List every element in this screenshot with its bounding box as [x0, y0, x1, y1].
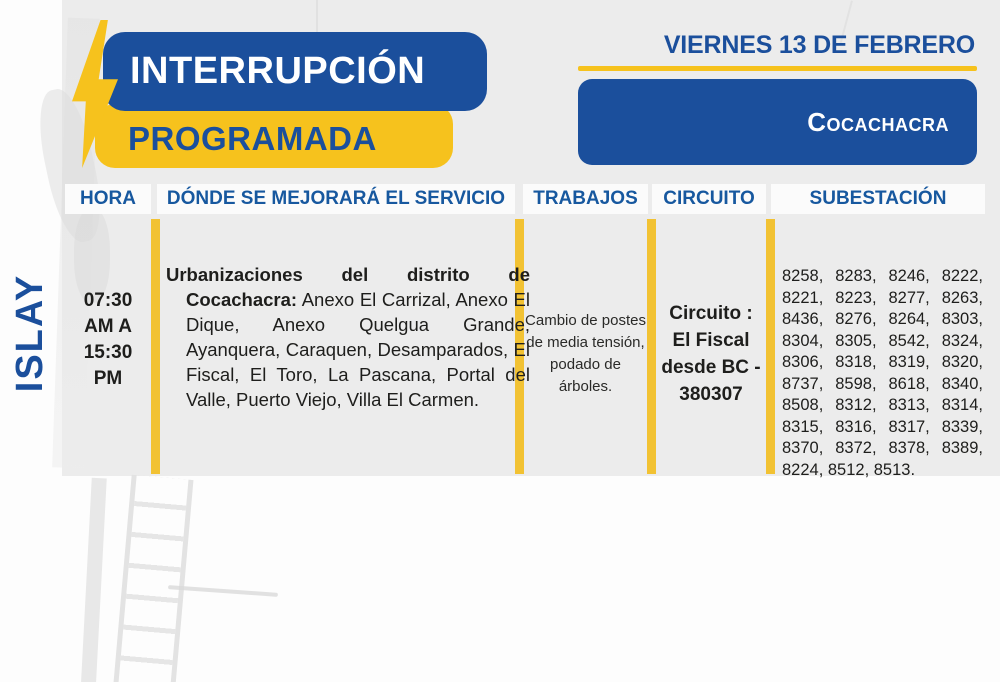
background-photo-worker-detail	[74, 208, 110, 303]
column-header-circuito: CIRCUITO	[652, 184, 766, 214]
title-banner-primary: INTERRUPCIÓN	[103, 32, 487, 111]
background-photo-pole-bottom	[80, 477, 107, 682]
cell-donde-detail: Anexo El Carrizal, Anexo El Dique, Anexo…	[186, 289, 530, 410]
column-separator	[515, 219, 524, 474]
column-header-hora: HORA	[65, 184, 151, 214]
column-header-subestacion: SUBESTACIÓN	[771, 184, 985, 214]
column-header-trabajos: TRABAJOS	[523, 184, 648, 214]
column-separator	[766, 219, 775, 474]
column-header-donde: DÓNDE SE MEJORARÁ EL SERVICIO	[157, 184, 515, 214]
date-underline	[578, 66, 977, 71]
cell-circuito: Circuito : El Fiscal desde BC - 380307	[661, 303, 761, 405]
district-banner: Cocachacra	[578, 79, 977, 165]
background-photo-ladder	[112, 474, 194, 682]
title-interrupcion: INTERRUPCIÓN	[130, 50, 426, 92]
title-banner-secondary: PROGRAMADA	[95, 104, 453, 168]
outage-date: VIERNES 13 DE FEBRERO	[663, 31, 975, 59]
column-separator	[647, 219, 656, 474]
cell-donde: Urbanizaciones del distrito de Cocachacr…	[166, 262, 530, 412]
background-photo-wire	[167, 585, 279, 597]
cell-trabajos: Cambio de postes de media tensión, podad…	[525, 312, 646, 395]
cell-donde-intro: Urbanizaciones del distrito de Cocachacr…	[166, 264, 530, 310]
cell-subestacion: 8258, 8283, 8246, 8222, 8221, 8223, 8277…	[782, 267, 983, 479]
district-name: Cocachacra	[807, 106, 949, 137]
region-label: ISLAY	[8, 273, 51, 393]
cell-hora: 07:30 AM A 15:30 PM	[83, 290, 133, 389]
title-programada: PROGRAMADA	[128, 120, 377, 157]
column-separator	[151, 219, 160, 474]
